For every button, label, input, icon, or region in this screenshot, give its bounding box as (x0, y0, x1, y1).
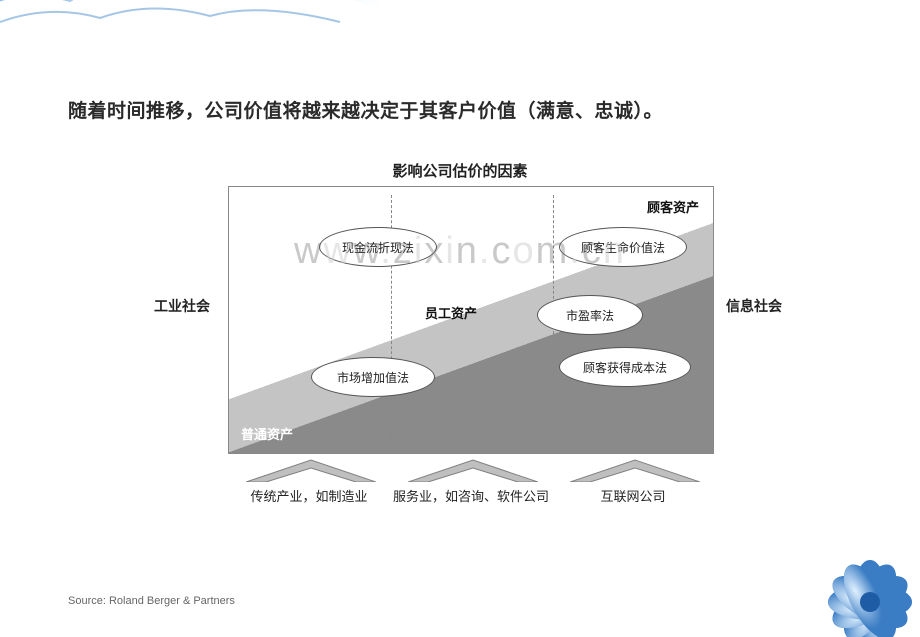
region-customer-assets: 顾客资产 (647, 197, 699, 216)
arrow-row (228, 456, 714, 486)
top-cloud-decoration (0, 0, 380, 50)
chart-box: 顾客资产 员工资产 普通资产 现金流折现法 顾客生命价值法 市盈率法 顾客获得成… (228, 186, 714, 454)
chart-title: 影响公司估价的因素 (0, 160, 920, 181)
slide-title: 随着时间推移，公司价值将越来越决定于其客户价值（满意、忠诚）。 (68, 96, 663, 123)
side-label-information: 信息社会 (726, 296, 782, 316)
bubble-pe: 市盈率法 (537, 295, 643, 335)
side-label-industrial: 工业社会 (154, 296, 210, 316)
chevron-2 (408, 456, 538, 482)
col-label-services: 服务业，如咨询、软件公司 (390, 488, 552, 506)
bubble-cac: 顾客获得成本法 (559, 347, 691, 387)
watermark: www.zixin.com.cn (0, 230, 920, 273)
region-employee-assets: 员工资产 (425, 303, 477, 322)
date-text: 2008-9-6 (856, 609, 900, 621)
source-text: Source: Roland Berger & Partners (68, 595, 235, 607)
col-label-traditional: 传统产业，如制造业 (228, 488, 390, 506)
slide: 随着时间推移，公司价值将越来越决定于其客户价值（满意、忠诚）。 影响公司估价的因… (0, 0, 920, 637)
region-common-assets: 普通资产 (241, 424, 293, 443)
chevron-3 (570, 456, 700, 482)
chevron-1 (246, 456, 376, 482)
bubble-mva: 市场增加值法 (311, 357, 435, 397)
col-label-internet: 互联网公司 (552, 488, 714, 506)
